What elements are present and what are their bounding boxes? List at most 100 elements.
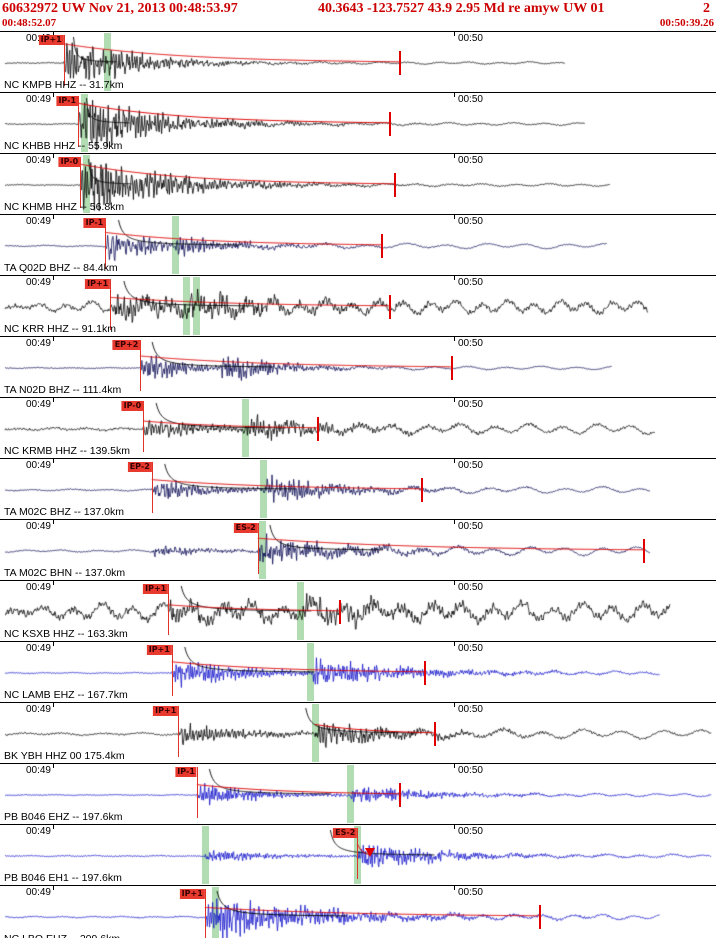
- pick-line[interactable]: [78, 96, 80, 147]
- waveform-canvas[interactable]: [0, 703, 716, 763]
- waveform-canvas[interactable]: [0, 520, 716, 580]
- trace-row[interactable]: 00:49 00:50 IP-1 PB B046 EHZ -- 197.6km: [0, 763, 716, 824]
- time-tick: [453, 703, 455, 707]
- coda-tick-marker[interactable]: [643, 539, 646, 563]
- trace-row[interactable]: 00:49 00:50 IP-0 NC KRMB HHZ -- 139.5km: [0, 397, 716, 458]
- pick-flag[interactable]: IP-1: [83, 218, 106, 228]
- trace-row[interactable]: 00:49 00:50 IP-0 NC KHMB HHZ -- 56.8km: [0, 153, 716, 214]
- coda-tick-marker[interactable]: [420, 478, 423, 502]
- pick-line[interactable]: [168, 584, 170, 635]
- time-label-right: 00:50: [457, 216, 483, 227]
- pick-line[interactable]: [357, 828, 359, 879]
- time-label-left: 00:49: [25, 216, 51, 227]
- pick-line[interactable]: [196, 767, 198, 818]
- trace-row[interactable]: 00:49 00:50 IP+1 NC LBQ EHZ -- 209.6km: [0, 885, 716, 938]
- pick-flag[interactable]: IP+1: [85, 279, 111, 289]
- time-label-right: 00:50: [457, 887, 483, 898]
- waveform-canvas[interactable]: [0, 215, 716, 275]
- station-label: NC KSXB HHZ -- 163.3km: [4, 628, 128, 640]
- time-label-left: 00:49: [25, 338, 51, 349]
- time-tick: [52, 32, 54, 36]
- event-hypocenter-magnitude: 40.3643 -123.7527 43.9 2.95 Md re amyw U…: [318, 1, 605, 16]
- pick-flag[interactable]: EP-2: [127, 462, 152, 472]
- pick-line[interactable]: [140, 340, 142, 391]
- time-label-left: 00:49: [25, 765, 51, 776]
- time-label-right: 00:50: [457, 582, 483, 593]
- trace-row[interactable]: 00:49 00:50 IP+1 NC KRR HHZ -- 91.1km: [0, 275, 716, 336]
- pick-flag[interactable]: IP+1: [143, 584, 169, 594]
- pick-line[interactable]: [63, 35, 65, 86]
- coda-tick-marker[interactable]: [424, 661, 427, 685]
- trace-row[interactable]: 00:49 00:50 IP+1 NC KMPB HHZ -- 31.7km: [0, 31, 716, 92]
- waveform-canvas[interactable]: [0, 93, 716, 153]
- waveform-canvas[interactable]: [0, 642, 716, 702]
- waveform-canvas[interactable]: [0, 886, 716, 938]
- trace-row[interactable]: 00:49 00:50 IP+1 NC KSXB HHZ -- 163.3km: [0, 580, 716, 641]
- window-end-time: 00:50:39.26: [659, 17, 714, 29]
- event-header: 60632972 UW Nov 21, 2013 00:48:53.97 40.…: [0, 0, 716, 17]
- trace-row[interactable]: 00:49 00:50 ES-2 TA M02C BHN -- 137.0km: [0, 519, 716, 580]
- time-label-left: 00:49: [25, 460, 51, 471]
- time-tick: [52, 154, 54, 158]
- pick-flag[interactable]: IP-1: [56, 96, 79, 106]
- coda-tick-marker[interactable]: [339, 600, 342, 624]
- coda-triangle-marker[interactable]: [365, 848, 376, 857]
- trace-row[interactable]: 00:49 00:50 EP+2 TA N02D BHZ -- 111.4km: [0, 336, 716, 397]
- coda-tick-marker[interactable]: [399, 51, 402, 75]
- pick-flag[interactable]: EP+2: [112, 340, 141, 350]
- pick-flag[interactable]: IP+1: [179, 889, 205, 899]
- pick-line[interactable]: [151, 462, 153, 513]
- time-tick: [453, 642, 455, 646]
- station-label: TA M02C BHN -- 137.0km: [4, 567, 126, 579]
- pick-flag[interactable]: IP+1: [153, 706, 179, 716]
- time-label-right: 00:50: [457, 521, 483, 532]
- pick-line[interactable]: [80, 157, 82, 208]
- coda-tick-marker[interactable]: [389, 112, 392, 136]
- pick-flag[interactable]: IP+1: [146, 645, 172, 655]
- station-label: PB B046 EH1 -- 197.6km: [4, 872, 122, 884]
- trace-row[interactable]: 00:49 00:50 IP+1 NC LAMB EHZ -- 167.7km: [0, 641, 716, 702]
- waveform-canvas[interactable]: [0, 459, 716, 519]
- coda-tick-marker[interactable]: [316, 417, 319, 441]
- time-label-right: 00:50: [457, 704, 483, 715]
- coda-tick-marker[interactable]: [433, 722, 436, 746]
- coda-tick-marker[interactable]: [450, 356, 453, 380]
- trace-row[interactable]: 00:49 00:50 IP-1 NC KHBB HHZ -- 55.9km: [0, 92, 716, 153]
- trace-row[interactable]: 00:49 00:50 IP+1 BK YBH HHZ 00 175.4km: [0, 702, 716, 763]
- waveform-canvas[interactable]: [0, 581, 716, 641]
- pick-line[interactable]: [204, 889, 206, 938]
- trace-row[interactable]: 00:49 00:50 ES-2 PB B046 EH1 -- 197.6km: [0, 824, 716, 885]
- waveform-canvas[interactable]: [0, 154, 716, 214]
- time-label-right: 00:50: [457, 338, 483, 349]
- pick-flag[interactable]: IP-1: [175, 767, 197, 777]
- coda-tick-marker[interactable]: [381, 234, 384, 258]
- waveform-canvas[interactable]: [0, 276, 716, 336]
- time-tick: [52, 337, 54, 341]
- waveform-canvas[interactable]: [0, 398, 716, 458]
- time-tick: [52, 642, 54, 646]
- time-tick: [52, 276, 54, 280]
- waveform-canvas[interactable]: [0, 764, 716, 824]
- event-flag-count: 2: [703, 1, 710, 16]
- time-label-right: 00:50: [457, 33, 483, 44]
- pick-line[interactable]: [110, 279, 112, 330]
- pick-flag[interactable]: ES-2: [233, 523, 258, 533]
- pick-flag[interactable]: IP+1: [38, 35, 64, 45]
- pick-line[interactable]: [171, 645, 173, 696]
- pick-line[interactable]: [143, 401, 145, 452]
- pick-flag[interactable]: IP-0: [121, 401, 144, 411]
- pick-flag[interactable]: IP-0: [58, 157, 81, 167]
- station-label: NC KHBB HHZ -- 55.9km: [4, 140, 123, 152]
- pick-line[interactable]: [178, 706, 180, 757]
- coda-tick-marker[interactable]: [538, 905, 541, 929]
- pick-line[interactable]: [257, 523, 259, 574]
- coda-tick-marker[interactable]: [399, 783, 402, 807]
- coda-tick-marker[interactable]: [389, 295, 392, 319]
- trace-row[interactable]: 00:49 00:50 IP-1 TA Q02D BHZ -- 84.4km: [0, 214, 716, 275]
- pick-flag[interactable]: ES-2: [333, 828, 358, 838]
- trace-row[interactable]: 00:49 00:50 EP-2 TA M02C BHZ -- 137.0km: [0, 458, 716, 519]
- waveform-canvas[interactable]: [0, 32, 716, 92]
- pick-line[interactable]: [105, 218, 107, 269]
- coda-tick-marker[interactable]: [394, 173, 397, 197]
